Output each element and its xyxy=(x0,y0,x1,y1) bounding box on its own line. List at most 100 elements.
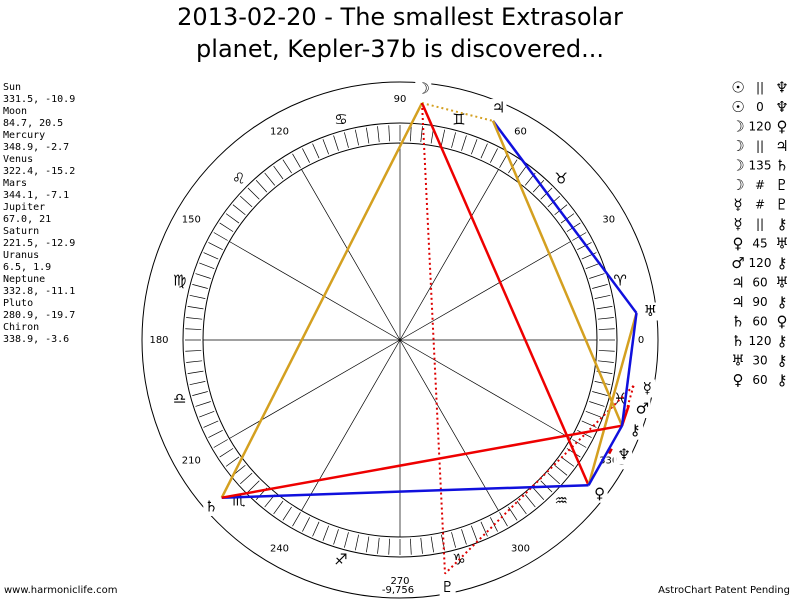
hatch-tick xyxy=(189,381,206,386)
hatch-tick xyxy=(499,153,508,168)
planet-lon: 67.0, xyxy=(3,214,33,225)
hatch-tick xyxy=(585,410,601,418)
hatch-tick xyxy=(592,391,608,396)
spoke xyxy=(301,169,401,341)
planet-coords: 6.5, 1.9 xyxy=(3,262,51,273)
aspect-p2: ⚷ xyxy=(777,371,788,389)
planet-glyph: ☽ xyxy=(417,80,430,98)
aspect-line xyxy=(620,312,638,426)
aspect-p2: ♃ xyxy=(775,137,788,155)
aspect-type: || xyxy=(756,81,764,95)
aspect-p2: ♇ xyxy=(775,196,788,214)
hatch-tick xyxy=(247,480,260,493)
sign-glyph: ♌ xyxy=(232,169,245,187)
hatch-tick xyxy=(195,401,211,407)
aspect-p1: ♅ xyxy=(731,352,744,370)
planet-lat: 21 xyxy=(39,214,51,225)
degree-label: 60 xyxy=(514,126,527,137)
hatch-tick xyxy=(516,500,527,515)
planet-name: Moon xyxy=(3,106,27,117)
planet-lat: 1.9 xyxy=(33,262,51,273)
hatch-tick xyxy=(410,125,412,142)
hatch-tick xyxy=(581,252,597,260)
hatch-tick xyxy=(470,139,478,155)
hatch-tick xyxy=(312,143,320,159)
hatch-tick xyxy=(547,472,561,485)
hatch-tick xyxy=(192,284,208,289)
hatch-tick xyxy=(255,179,268,193)
hatch-tick xyxy=(594,381,611,386)
hatch-tick xyxy=(282,506,292,521)
degree-label: 90 xyxy=(394,94,407,105)
degree-label: 210 xyxy=(182,456,201,467)
hatch-tick xyxy=(344,132,349,148)
aspect-p2: ♇ xyxy=(775,176,788,194)
hatch-tick xyxy=(598,328,615,330)
hatch-tick xyxy=(213,439,228,448)
hatch-tick xyxy=(480,521,488,537)
aspect-p2: ♀ xyxy=(777,313,788,331)
planet-name: Pluto xyxy=(3,298,33,309)
aspect-line xyxy=(420,102,590,486)
planet-lon: 332.8, xyxy=(3,286,39,297)
spoke xyxy=(301,339,401,511)
degree-label: 180 xyxy=(149,335,168,346)
hatch-tick xyxy=(377,537,380,554)
sign-glyph: ♋ xyxy=(334,110,347,128)
aspect-type: 90 xyxy=(752,295,767,309)
aspect-p2: ⚷ xyxy=(777,332,788,350)
aspect-p1: ♃ xyxy=(731,293,744,311)
hatch-tick xyxy=(273,165,284,180)
planet-lon: 280.9, xyxy=(3,310,39,321)
planet-name: Saturn xyxy=(3,226,39,237)
aspect-p2: ⚷ xyxy=(777,293,788,311)
sign-glyph: ♊ xyxy=(452,110,465,128)
planet-name: Uranus xyxy=(3,250,39,261)
hatch-tick xyxy=(532,487,545,501)
hatch-tick xyxy=(470,525,478,541)
hatch-tick xyxy=(302,517,310,532)
aspect-type: 45 xyxy=(752,237,767,251)
aspect-p2: ♄ xyxy=(775,157,788,175)
hatch-tick xyxy=(239,472,253,485)
aspect-p2: ⚷ xyxy=(777,215,788,233)
planet-lon: 331.5, xyxy=(3,94,39,105)
hatch-tick xyxy=(430,536,434,553)
planet-lat: 20.5 xyxy=(39,118,63,129)
planet-bg xyxy=(490,99,507,118)
hatch-tick xyxy=(577,242,592,250)
degree-label: 0 xyxy=(638,335,644,346)
hatch-tick xyxy=(219,222,234,232)
aspect-p2: ♆ xyxy=(775,79,788,97)
aspect-type: # xyxy=(755,178,765,192)
sign-glyph: ♐ xyxy=(334,551,347,569)
aspect-p2: ♆ xyxy=(775,98,788,116)
aspect-p1: ♂ xyxy=(731,254,744,272)
sign-glyph: ♓ xyxy=(614,390,627,408)
hatch-tick xyxy=(366,536,370,553)
aspect-p2: ♅ xyxy=(775,274,788,292)
planet-lat: -3.6 xyxy=(45,334,69,345)
aspect-line xyxy=(221,483,589,499)
hatch-tick xyxy=(208,242,223,250)
hatch-tick xyxy=(192,391,208,396)
hatch-tick xyxy=(524,494,536,508)
hatch-tick xyxy=(560,456,575,467)
aspect-p1: ☿ xyxy=(733,196,742,214)
planet-glyph: ⚷ xyxy=(630,421,641,439)
planet-glyph: ♃ xyxy=(492,99,505,117)
aspect-p1: ♄ xyxy=(731,332,744,350)
planet-bg xyxy=(591,484,608,503)
hatch-ring xyxy=(185,125,615,555)
spoke xyxy=(229,241,401,341)
aspect-p1: ♀ xyxy=(733,371,744,389)
hatch-tick xyxy=(186,317,203,320)
aspect-line xyxy=(444,385,635,575)
aspect-type: 120 xyxy=(749,120,772,134)
aspect-p1: ☽ xyxy=(731,137,744,155)
aspect-type: || xyxy=(756,139,764,153)
degree-label: 120 xyxy=(270,126,289,137)
degree-label: 330 xyxy=(599,456,618,467)
planet-coords: 344.1, -7.1 xyxy=(3,190,69,201)
planet-coords: 322.4, -15.2 xyxy=(3,166,75,177)
